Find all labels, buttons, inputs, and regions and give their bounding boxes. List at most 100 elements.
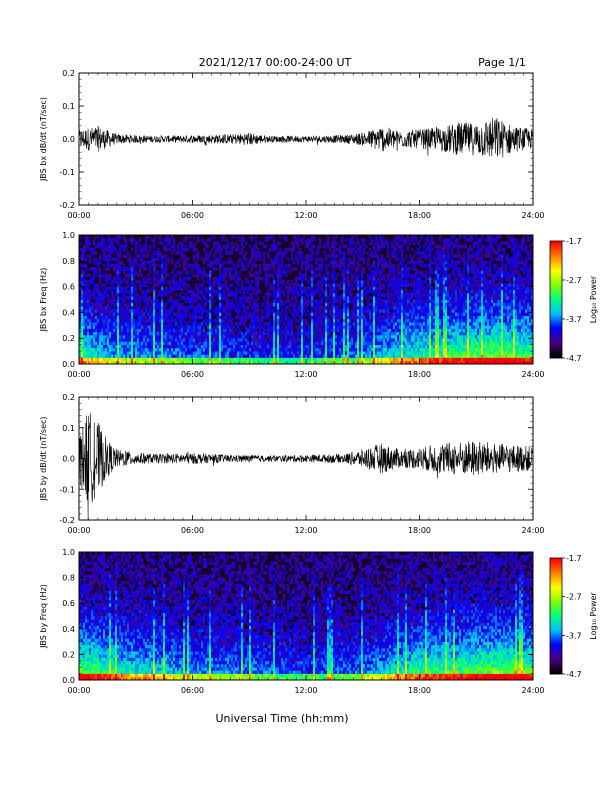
spectrogram-cell — [253, 358, 255, 362]
spectrogram-cell — [203, 293, 205, 297]
spectrogram-cell — [317, 283, 319, 287]
spectrogram-cell — [331, 241, 333, 245]
spectrogram-cell — [111, 309, 113, 313]
spectrogram-cell — [147, 277, 149, 281]
spectrogram-cell — [311, 312, 313, 316]
spectrogram-cell — [177, 341, 179, 345]
spectrogram-cell — [101, 309, 103, 313]
spectrogram-cell — [157, 306, 159, 310]
spectrogram-cell — [85, 306, 87, 310]
spectrogram-cell — [363, 319, 365, 323]
spectrogram-cell — [397, 277, 399, 281]
spectrogram-cell — [197, 338, 199, 342]
spectrogram-cell — [117, 261, 119, 265]
spectrogram-cell — [223, 235, 225, 239]
spectrogram-cell — [395, 238, 397, 242]
spectrogram-cell — [333, 351, 335, 355]
spectrogram-cell — [213, 348, 215, 352]
spectrogram-cell — [235, 345, 237, 349]
spectrogram-cell — [367, 358, 369, 362]
spectrogram-cell — [163, 358, 165, 362]
spectrogram-cell — [219, 335, 221, 339]
spectrogram-cell — [117, 303, 119, 307]
spectrogram-cell — [185, 235, 187, 239]
spectrogram-cell — [167, 241, 169, 245]
spectrogram-cell — [171, 341, 173, 345]
spectrogram-cell — [221, 345, 223, 349]
spectrogram-cell — [167, 345, 169, 349]
spectrogram-cell — [177, 329, 179, 333]
spectrogram-cell — [345, 341, 347, 345]
spectrogram-cell — [267, 251, 269, 255]
spectrogram-cell — [377, 254, 379, 258]
spectrogram-cell — [127, 283, 129, 287]
spectrogram-cell — [97, 300, 99, 304]
spectrogram-cell — [377, 312, 379, 316]
spectrogram-cell — [327, 332, 329, 336]
spectrogram-cell — [333, 258, 335, 262]
spectrogram-cell — [361, 245, 363, 249]
spectrogram-cell — [343, 287, 345, 291]
spectrogram-cell — [199, 351, 201, 355]
spectrogram-cell — [227, 335, 229, 339]
spectrogram-cell — [91, 354, 93, 358]
spectrogram-cell — [231, 335, 233, 339]
spectrogram-cell — [171, 296, 173, 300]
spectrogram-cell — [175, 251, 177, 255]
spectrogram-cell — [91, 332, 93, 336]
spectrogram-cell — [191, 341, 193, 345]
spectrogram-cell — [199, 309, 201, 313]
spectrogram-cell — [347, 280, 349, 284]
spectrogram-cell — [131, 287, 133, 291]
spectrogram-cell — [133, 354, 135, 358]
spectrogram-cell — [309, 258, 311, 262]
spectrogram-cell — [301, 261, 303, 265]
spectrogram-cell — [209, 312, 211, 316]
spectrogram-cell — [357, 254, 359, 258]
spectrogram-cell — [277, 319, 279, 323]
spectrogram-cell — [271, 274, 273, 278]
spectrogram-cell — [375, 351, 377, 355]
spectrogram-cell — [249, 296, 251, 300]
spectrogram-cell — [183, 329, 185, 333]
spectrogram-cell — [313, 306, 315, 310]
spectrogram-cell — [81, 248, 83, 252]
spectrogram-cell — [157, 358, 159, 362]
spectrogram-cell — [163, 309, 165, 313]
spectrogram-cell — [213, 332, 215, 336]
spectrogram-cell — [285, 312, 287, 316]
spectrogram-cell — [209, 345, 211, 349]
spectrogram-cell — [319, 241, 321, 245]
spectrogram-cell — [281, 338, 283, 342]
spectrogram-cell — [399, 270, 401, 274]
spectrogram-cell — [249, 322, 251, 326]
spectrogram-cell — [347, 316, 349, 320]
spectrogram-cell — [137, 338, 139, 342]
spectrogram-cell — [149, 358, 151, 362]
spectrogram-cell — [393, 338, 395, 342]
spectrogram-cell — [255, 354, 257, 358]
spectrogram-cell — [407, 296, 409, 300]
spectrogram-cell — [297, 335, 299, 339]
spectrogram-cell — [319, 312, 321, 316]
spectrogram-cell — [311, 287, 313, 291]
spectrogram-cell — [203, 358, 205, 362]
spectrogram-cell — [171, 309, 173, 313]
spectrogram-cell — [163, 341, 165, 345]
spectrogram-cell — [245, 267, 247, 271]
spectrogram-cell — [185, 258, 187, 262]
spectrogram-cell — [289, 348, 291, 352]
spectrogram-cell — [385, 332, 387, 336]
spectrogram-cell — [371, 303, 373, 307]
spectrogram-cell — [299, 325, 301, 329]
spectrogram-cell — [245, 316, 247, 320]
spectrogram-cell — [121, 280, 123, 284]
spectrogram-cell — [311, 283, 313, 287]
spectrogram-cell — [255, 335, 257, 339]
spectrogram-cell — [145, 338, 147, 342]
spectrogram-cell — [139, 332, 141, 336]
spectrogram-cell — [167, 351, 169, 355]
spectrogram-cell — [313, 354, 315, 358]
spectrogram-cell — [85, 238, 87, 242]
spectrogram-cell — [85, 303, 87, 307]
